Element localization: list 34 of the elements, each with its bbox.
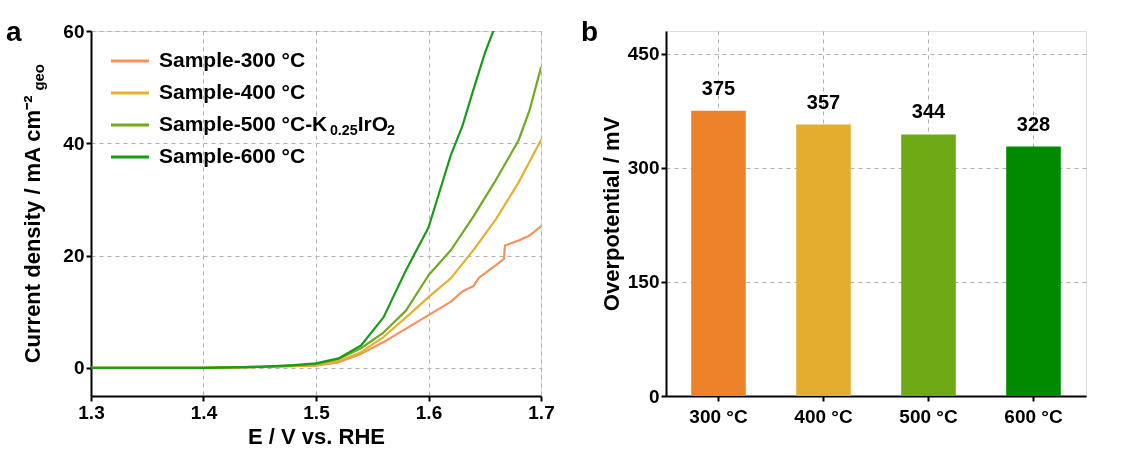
x-tick-label: 500 °C [899,405,958,427]
x-tick-label: 300 °C [689,405,748,427]
data-label: 375 [701,76,736,99]
data-label: 344 [911,100,947,123]
x-tick-label: 1.4 [190,401,218,423]
text: b [581,16,599,47]
x-tick-label: 1.7 [528,401,555,423]
y-tick-label: 0 [648,385,660,407]
x-tick-label: 1.5 [303,401,331,423]
bar [901,134,956,396]
y-tick-label: 150 [627,271,660,293]
legend-label: Sample-400 °C [159,80,306,103]
line-series [91,31,495,370]
y-tick-label: 300 [627,157,660,179]
y-axis-title: Current density / mA cm⁻²geo [20,64,47,364]
y-axis-title: Overpotential / mV [598,116,624,312]
x-tick-label: 400 °C [794,405,853,427]
data-label: 357 [806,90,841,113]
legend-label: Sample-300 °C [159,48,306,71]
bar [796,124,851,396]
legend-label: Sample-600 °C [159,144,306,167]
x-axis-title: E / V vs. RHE [248,423,385,449]
text: a [6,16,22,47]
x-tick-label: 1.6 [415,401,443,423]
bar [1006,146,1061,396]
y-tick-label: 60 [63,20,85,42]
y-tick-label: 450 [627,43,660,65]
x-tick-label: 600 °C [1004,405,1063,427]
x-tick-label: 1.3 [78,401,105,423]
data-label: 328 [1016,112,1051,135]
y-tick-label: 20 [63,245,85,267]
y-tick-label: 0 [73,357,85,379]
bar [691,110,746,396]
y-tick-label: 40 [63,132,85,154]
